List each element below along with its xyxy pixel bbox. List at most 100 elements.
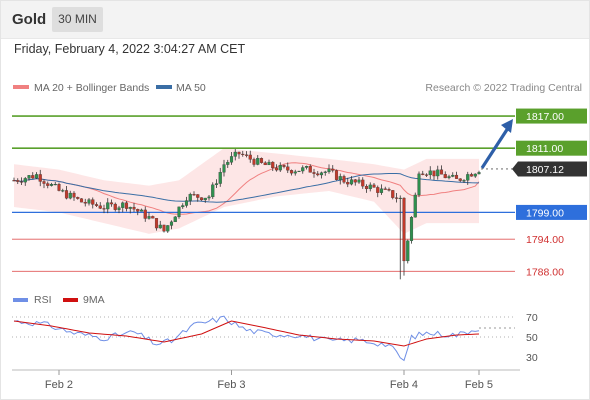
x-tick-label: Feb 2 — [45, 379, 73, 391]
candle-body — [331, 168, 335, 171]
candle-body — [379, 188, 384, 193]
candle-body — [132, 206, 136, 210]
rsi-legend-label: RSI — [34, 294, 52, 306]
ma50-legend-label: MA 50 — [176, 82, 206, 94]
candle-body — [346, 182, 350, 185]
candle-body — [154, 218, 159, 229]
candle-body — [109, 202, 114, 205]
candle-body — [79, 198, 84, 203]
ma50-line — [13, 172, 480, 203]
candle-body — [316, 173, 320, 176]
candle-body — [357, 179, 361, 183]
ma50-legend-swatch — [156, 85, 172, 89]
rsi-tick-label: 30 — [526, 352, 538, 364]
candle-body — [413, 194, 417, 218]
bollinger-band — [14, 148, 479, 234]
candle-body — [121, 202, 125, 208]
candle-body — [166, 225, 170, 232]
candle-body — [222, 164, 226, 173]
candle-body — [188, 194, 192, 201]
candle-body — [289, 170, 294, 174]
candle-body — [42, 181, 46, 184]
candle-body — [308, 166, 312, 173]
candle-body — [207, 196, 211, 199]
candle-body — [38, 174, 42, 182]
candle-body — [342, 176, 346, 183]
candle-body — [466, 174, 470, 181]
x-tick-label: Feb 3 — [217, 379, 245, 391]
x-tick-label: Feb 5 — [465, 379, 493, 391]
candle-body — [327, 168, 331, 173]
candle-body — [98, 205, 102, 209]
x-axis: Feb 2 Feb 3 Feb 4 Feb 5 — [45, 370, 493, 391]
candle-body — [263, 162, 267, 166]
candle-body — [19, 181, 24, 183]
target-arrow-shaft — [480, 127, 510, 169]
candle-body — [162, 224, 166, 232]
candle-body — [364, 186, 369, 190]
candle-body — [368, 184, 372, 190]
rsi-tick-label: 70 — [526, 312, 538, 324]
timeframe-button[interactable]: 30 MIN — [52, 7, 103, 32]
ma20-line — [13, 162, 480, 215]
candle-body — [376, 187, 380, 193]
resistance-tag — [516, 140, 587, 156]
candle-body — [72, 192, 76, 198]
candle-body — [229, 156, 234, 163]
candle-body — [94, 204, 99, 206]
candle-body — [147, 216, 151, 219]
candle-body — [151, 216, 155, 219]
rsi-ma-line — [13, 320, 480, 347]
rsi-plot-area: 70 50 30 — [12, 312, 538, 364]
candle-body — [473, 173, 477, 177]
candle-body — [469, 174, 474, 177]
candle-body — [293, 171, 297, 174]
candle-body — [259, 158, 264, 163]
chart-header: Gold 30 MIN — [1, 1, 589, 39]
candle-body — [417, 173, 421, 196]
candle-body — [402, 197, 406, 262]
candle-body — [61, 190, 65, 192]
pivot-tag — [516, 204, 587, 220]
target-arrow-head — [501, 119, 513, 134]
candle-body — [477, 172, 481, 175]
candle-body — [458, 178, 462, 181]
candle-body — [49, 184, 54, 186]
candle-body — [462, 180, 466, 182]
candle-body — [372, 184, 376, 188]
candle-body — [173, 216, 177, 223]
last-price-tag — [512, 161, 587, 177]
candle-body — [319, 172, 324, 176]
candle-body — [46, 183, 50, 186]
candle-body — [241, 153, 245, 155]
candle-body — [128, 206, 132, 209]
credit-text: Research © 2022 Trading Central — [425, 82, 582, 94]
candle-body — [218, 172, 222, 184]
candle-body — [244, 154, 249, 156]
x-tick-label: Feb 4 — [390, 379, 418, 391]
candle-body — [304, 166, 309, 168]
support-label: 1788.00 — [526, 266, 564, 278]
timestamp: Friday, February 4, 2022 3:04:27 AM CET — [14, 42, 246, 56]
candle-body — [83, 201, 87, 204]
candle-body — [34, 174, 39, 179]
resistance-label: 1817.00 — [526, 111, 564, 123]
candle-body — [387, 189, 391, 191]
candle-body — [436, 169, 440, 177]
candle-body — [447, 176, 451, 179]
candle-body — [139, 209, 144, 212]
candle-body — [439, 169, 444, 175]
candle-body — [113, 203, 117, 210]
candle-body — [64, 190, 69, 199]
candle-body — [383, 188, 387, 190]
candle-body — [394, 197, 399, 199]
candle-body — [443, 174, 447, 179]
candle-body — [252, 159, 256, 165]
candle-body — [91, 199, 95, 205]
pivot-label: 1799.00 — [526, 207, 564, 219]
candle-body — [297, 170, 301, 172]
ma9-legend-swatch — [63, 298, 78, 302]
support-label: 1794.00 — [526, 234, 564, 246]
candle-body — [451, 174, 455, 177]
